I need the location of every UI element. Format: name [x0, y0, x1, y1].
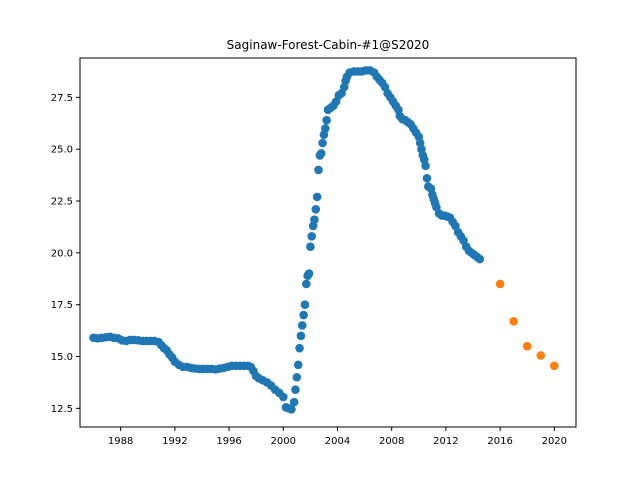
- data-point: [296, 331, 306, 341]
- x-tick-label: 1988: [108, 436, 133, 447]
- data-point: [287, 405, 296, 414]
- data-point: [550, 361, 559, 371]
- data-point: [293, 360, 303, 370]
- x-tick-label: 2020: [542, 436, 567, 447]
- x-tick-label: 2012: [433, 436, 458, 447]
- data-point: [422, 173, 432, 183]
- y-tick-label: 15.0: [51, 352, 73, 363]
- y-tick-label: 22.5: [51, 197, 73, 208]
- data-point: [421, 161, 430, 171]
- y-tick-label: 27.5: [51, 93, 73, 104]
- data-point: [312, 192, 322, 202]
- data-point: [295, 343, 304, 353]
- data-point: [299, 310, 308, 320]
- data-point: [475, 254, 485, 264]
- data-point: [536, 351, 546, 360]
- data-point: [289, 397, 299, 407]
- data-point: [320, 124, 330, 133]
- data-point: [306, 242, 315, 251]
- data-point: [509, 316, 518, 326]
- x-tick-label: 2000: [271, 436, 296, 447]
- data-point: [311, 205, 321, 214]
- data-point: [300, 300, 310, 309]
- data-point: [322, 115, 331, 125]
- data-point: [522, 341, 532, 351]
- plot-area-frame: [79, 57, 577, 428]
- data-point: [314, 165, 323, 175]
- data-point: [297, 321, 307, 330]
- data-point: [304, 269, 314, 278]
- data-point: [302, 279, 311, 289]
- points-layer: [89, 66, 559, 414]
- data-point: [316, 149, 326, 158]
- x-tick-label: 2008: [379, 436, 404, 447]
- chart-title: Saginaw-Forest-Cabin-#1@S2020: [227, 38, 430, 52]
- x-tick-label: 2004: [325, 436, 350, 447]
- data-point: [291, 385, 300, 394]
- data-point: [495, 279, 505, 289]
- x-tick-label: 1996: [216, 436, 241, 447]
- data-point: [310, 215, 319, 224]
- y-axis: 12.5 15.0 17.5 20.0 22.5 25.0 27.5: [51, 93, 80, 415]
- data-point: [278, 392, 288, 402]
- data-point: [318, 138, 327, 148]
- x-axis: 1988 1992 1996 2000 2004 2008 2012 2016 2020: [108, 427, 567, 447]
- y-tick-label: 17.5: [51, 300, 73, 311]
- data-point: [307, 231, 317, 241]
- y-tick-label: 12.5: [51, 404, 73, 415]
- y-tick-label: 25.0: [51, 145, 73, 156]
- x-tick-label: 1992: [162, 436, 187, 447]
- x-tick-label: 2016: [487, 436, 512, 447]
- y-tick-label: 20.0: [51, 248, 73, 259]
- data-point: [292, 372, 302, 382]
